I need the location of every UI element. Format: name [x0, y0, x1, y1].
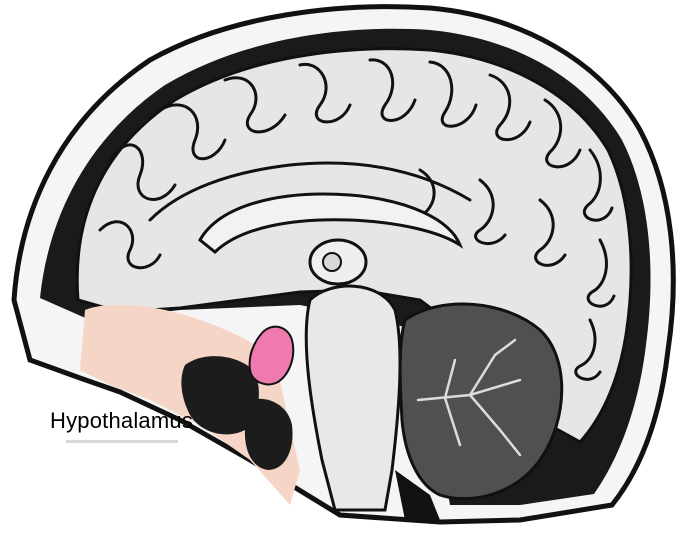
sinus-cavity [181, 356, 259, 435]
lower-dark-band [395, 470, 440, 520]
gyri-lines [98, 58, 616, 381]
cerebellum [398, 302, 564, 501]
corpus-callosum [198, 192, 464, 254]
brainstem [304, 284, 402, 512]
pineal [322, 252, 342, 272]
hypothalamus-label: Hypothalamus [50, 408, 194, 433]
hypothalamus-highlight [248, 325, 295, 386]
arbor-vitae [416, 338, 522, 457]
sphenoid-dark [244, 398, 293, 470]
label-underline [66, 440, 178, 443]
